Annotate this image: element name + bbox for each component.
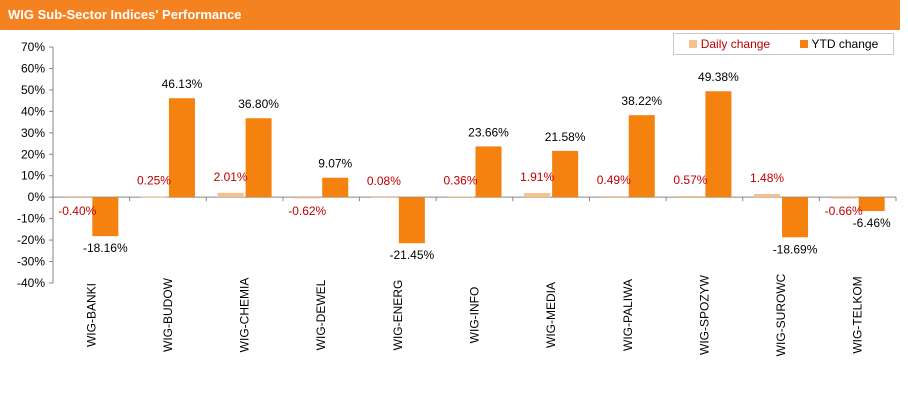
bar-daily-change xyxy=(524,193,551,198)
y-tick-label: 20% xyxy=(21,147,45,161)
legend-label-daily: Daily change xyxy=(700,37,771,51)
data-label-daily: -0.40% xyxy=(58,204,96,218)
data-label-ytd: 21.58% xyxy=(545,130,586,144)
x-category-label: WIG-DEWEL xyxy=(314,279,328,350)
data-label-ytd: -21.45% xyxy=(390,248,435,262)
y-tick-label: 50% xyxy=(21,83,45,97)
x-category-label: WIG-CHEMIA xyxy=(238,278,252,353)
y-tick-label: 60% xyxy=(21,61,45,75)
data-label-ytd: 23.66% xyxy=(468,125,509,139)
x-category-label: WIG-PALIWA xyxy=(621,279,635,351)
y-tick-label: -20% xyxy=(17,233,45,247)
x-category-label: WIG-MEDIA xyxy=(544,282,558,348)
data-label-daily: -0.66% xyxy=(825,204,863,218)
x-category-label: WIG-INFO xyxy=(468,287,482,344)
data-label-daily: 0.36% xyxy=(443,173,477,187)
bar-ytd-change xyxy=(552,150,579,198)
data-label-daily: 1.91% xyxy=(520,170,554,184)
x-category-label: WIG-SUROWC xyxy=(774,273,788,356)
bar-ytd-change xyxy=(168,98,195,198)
bar-daily-change xyxy=(447,196,474,198)
y-tick-label: -40% xyxy=(17,276,45,290)
data-label-ytd: -18.69% xyxy=(773,242,818,256)
bar-daily-change xyxy=(677,195,704,198)
data-label-ytd: -18.16% xyxy=(83,241,128,255)
y-tick-label: 70% xyxy=(21,40,45,54)
y-tick-label: 0% xyxy=(28,190,46,204)
legend-swatch-daily xyxy=(688,40,697,48)
y-tick-label: -10% xyxy=(17,212,45,226)
bar-ytd-change xyxy=(322,177,349,198)
legend-item-ytd: YTD change xyxy=(799,37,879,51)
data-label-ytd: 38.22% xyxy=(621,94,662,108)
bar-ytd-change xyxy=(245,118,272,198)
bar-chart: 70% 60% 50% 40% 30% 20% 10% 0% -10% -20% -30% -40% -… xyxy=(17,40,897,356)
x-category-label: WIG-ENERG xyxy=(391,280,405,351)
data-label-daily: 0.25% xyxy=(137,174,171,188)
legend-label-ytd: YTD change xyxy=(811,37,879,51)
x-category-label: WIG-BANKI xyxy=(84,283,98,347)
y-tick-label: 30% xyxy=(21,126,45,140)
data-label-ytd: 49.38% xyxy=(698,70,739,84)
chart-title: WIG Sub-Sector Indices' Performance xyxy=(8,7,242,22)
data-label-ytd: 9.07% xyxy=(318,157,352,171)
bar-daily-change xyxy=(64,197,91,199)
data-label-ytd: -6.46% xyxy=(853,216,891,230)
y-tick-label: -30% xyxy=(17,255,45,269)
bar-daily-change xyxy=(294,197,321,199)
chart-legend: Daily change YTD change xyxy=(673,33,894,55)
bar-ytd-change xyxy=(475,146,502,198)
data-label-daily: 0.57% xyxy=(673,173,707,187)
data-label-daily: 0.08% xyxy=(367,174,401,188)
bar-daily-change xyxy=(600,196,627,198)
bar-daily-change xyxy=(754,194,781,198)
bar-daily-change xyxy=(140,196,167,198)
bar-ytd-change xyxy=(398,197,425,244)
data-label-ytd: 46.13% xyxy=(162,77,203,91)
data-label-daily: 1.48% xyxy=(750,171,784,185)
data-label-daily: 0.49% xyxy=(597,173,631,187)
bar-daily-change xyxy=(217,192,244,198)
x-category-label: WIG-SPOZYW xyxy=(697,274,711,355)
bar-ytd-change xyxy=(705,91,732,198)
chart-title-bar: WIG Sub-Sector Indices' Performance xyxy=(0,0,900,30)
bar-ytd-change xyxy=(628,115,655,198)
bar-daily-change xyxy=(830,197,857,199)
data-label-daily: -0.62% xyxy=(288,204,326,218)
x-category-label: WIG-TELKOM xyxy=(851,276,865,353)
data-label-ytd: 36.80% xyxy=(238,97,279,111)
bar-ytd-change xyxy=(92,197,119,237)
y-tick-label: 40% xyxy=(21,104,45,118)
bar-daily-change xyxy=(370,197,397,198)
bar-ytd-change xyxy=(782,197,809,238)
data-label-daily: 2.01% xyxy=(214,170,248,184)
bar-ytd-change xyxy=(858,197,885,212)
x-category-label: WIG-BUDOW xyxy=(161,277,175,352)
legend-item-daily: Daily change xyxy=(688,37,771,51)
y-tick-label: 10% xyxy=(21,169,45,183)
legend-swatch-ytd xyxy=(799,40,808,48)
